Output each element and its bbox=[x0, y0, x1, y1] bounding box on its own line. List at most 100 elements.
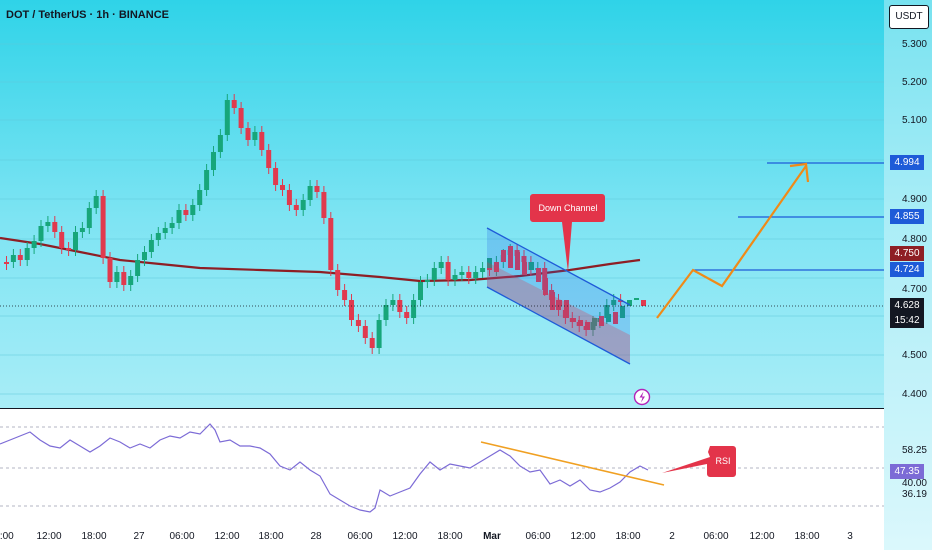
candle-body bbox=[578, 320, 583, 326]
candle-body bbox=[362, 326, 368, 338]
candle-body bbox=[508, 246, 513, 268]
candle-body bbox=[293, 205, 299, 210]
candle-body bbox=[536, 268, 541, 282]
rsi-label: 58.25 bbox=[901, 445, 927, 456]
projection-arrowhead bbox=[789, 162, 810, 183]
candle-body bbox=[321, 192, 327, 218]
time-label: 18:00 bbox=[794, 531, 820, 542]
candle-body bbox=[211, 152, 216, 170]
candle-body bbox=[487, 258, 492, 268]
time-label: Mar bbox=[483, 531, 501, 542]
candle-body bbox=[128, 276, 134, 285]
candle-body bbox=[550, 292, 555, 310]
currency-button[interactable]: USDT bbox=[889, 5, 929, 29]
candle-body bbox=[245, 128, 251, 140]
candle-body bbox=[459, 272, 465, 275]
candle-body bbox=[300, 200, 306, 210]
candle-body bbox=[487, 268, 492, 270]
channel-bottom-line[interactable] bbox=[486, 286, 631, 365]
time-label: 18:00 bbox=[258, 531, 284, 542]
time-label: 2 bbox=[669, 531, 675, 542]
candle-body bbox=[135, 260, 141, 276]
time-label: 6:00 bbox=[0, 531, 14, 542]
candle-body bbox=[73, 232, 78, 250]
candle-body bbox=[307, 186, 313, 200]
candle-body bbox=[494, 262, 499, 272]
candle-body bbox=[480, 268, 486, 272]
time-label: 27 bbox=[133, 531, 145, 542]
price-label: 5.100 bbox=[901, 115, 927, 126]
candle-body bbox=[280, 185, 285, 190]
channel-top-line[interactable] bbox=[486, 227, 631, 306]
candle-body bbox=[52, 222, 58, 232]
time-label: 12:00 bbox=[214, 531, 240, 542]
candle-body bbox=[31, 241, 37, 248]
candle-body bbox=[79, 228, 85, 232]
time-label: 12:00 bbox=[392, 531, 418, 542]
time-label: 3 bbox=[847, 531, 853, 542]
candle-body bbox=[522, 262, 527, 275]
candle-body bbox=[314, 186, 320, 192]
candle-body bbox=[404, 312, 410, 318]
candle-body bbox=[529, 262, 534, 270]
candle-body bbox=[224, 100, 230, 135]
price-label: 4.500 bbox=[901, 350, 927, 361]
rsi-callout[interactable] bbox=[662, 446, 736, 477]
candle-body bbox=[231, 100, 237, 108]
candle-body bbox=[501, 250, 506, 262]
candle-body bbox=[585, 322, 590, 330]
down-channel-callout[interactable] bbox=[530, 194, 605, 272]
candle-body bbox=[620, 306, 625, 318]
time-label: 12:00 bbox=[570, 531, 596, 542]
candle-body bbox=[59, 232, 65, 248]
candle-body bbox=[376, 320, 382, 348]
candle-body bbox=[355, 320, 361, 326]
grid-lines bbox=[0, 43, 884, 395]
symbol-title[interactable]: DOT / TetherUS · 1h · BINANCE bbox=[6, 9, 169, 21]
moving-average-line bbox=[0, 236, 641, 283]
rsi-label: 40.00 bbox=[901, 478, 927, 489]
last-price-tag: 4.628 bbox=[890, 298, 924, 313]
time-label: 28 bbox=[310, 531, 322, 542]
time-label: 06:00 bbox=[703, 531, 729, 542]
candle-body bbox=[273, 168, 279, 185]
candlesticks bbox=[4, 94, 646, 354]
candle-body bbox=[445, 262, 451, 280]
price-label: 4.700 bbox=[901, 284, 927, 295]
candle-body bbox=[100, 196, 106, 258]
candle-body bbox=[592, 318, 597, 326]
candle-body bbox=[342, 290, 348, 300]
candle-body bbox=[618, 300, 624, 302]
candle-body bbox=[176, 210, 182, 223]
candle-body bbox=[86, 208, 92, 228]
candle-body bbox=[418, 282, 423, 300]
time-label: 06:00 bbox=[169, 531, 195, 542]
candle-body bbox=[197, 190, 203, 205]
channel-upper-fill bbox=[487, 228, 630, 364]
time-label: 18:00 bbox=[437, 531, 463, 542]
candle-body bbox=[162, 228, 168, 233]
time-label: 12:00 bbox=[36, 531, 62, 542]
candle-body bbox=[169, 223, 175, 228]
candle-body bbox=[611, 300, 617, 305]
candle-body bbox=[142, 252, 147, 260]
price-label: 4.900 bbox=[901, 194, 927, 205]
candle-body bbox=[473, 272, 479, 278]
projection-path[interactable] bbox=[656, 165, 807, 319]
candle-body bbox=[641, 300, 646, 306]
rsi-divergence-line[interactable] bbox=[480, 441, 665, 486]
candle-body bbox=[121, 272, 127, 285]
time-axis[interactable] bbox=[0, 528, 884, 550]
countdown-tag: 15:42 bbox=[890, 313, 924, 328]
candle-body bbox=[564, 300, 569, 318]
candle-body bbox=[521, 256, 527, 262]
candle-body bbox=[252, 132, 258, 140]
candle-body bbox=[238, 108, 244, 128]
time-label: 18:00 bbox=[81, 531, 107, 542]
candle-body bbox=[557, 300, 562, 306]
candle-body bbox=[515, 252, 520, 270]
candle-body bbox=[148, 240, 154, 252]
time-label: 06:00 bbox=[525, 531, 551, 542]
ma-value-tag: 4.750 bbox=[890, 246, 924, 261]
